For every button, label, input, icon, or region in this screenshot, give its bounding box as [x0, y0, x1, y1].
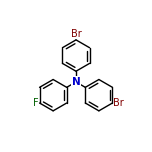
- Text: F: F: [33, 98, 38, 108]
- Text: Br: Br: [114, 98, 124, 108]
- Text: Br: Br: [71, 29, 81, 39]
- Text: N: N: [72, 77, 80, 87]
